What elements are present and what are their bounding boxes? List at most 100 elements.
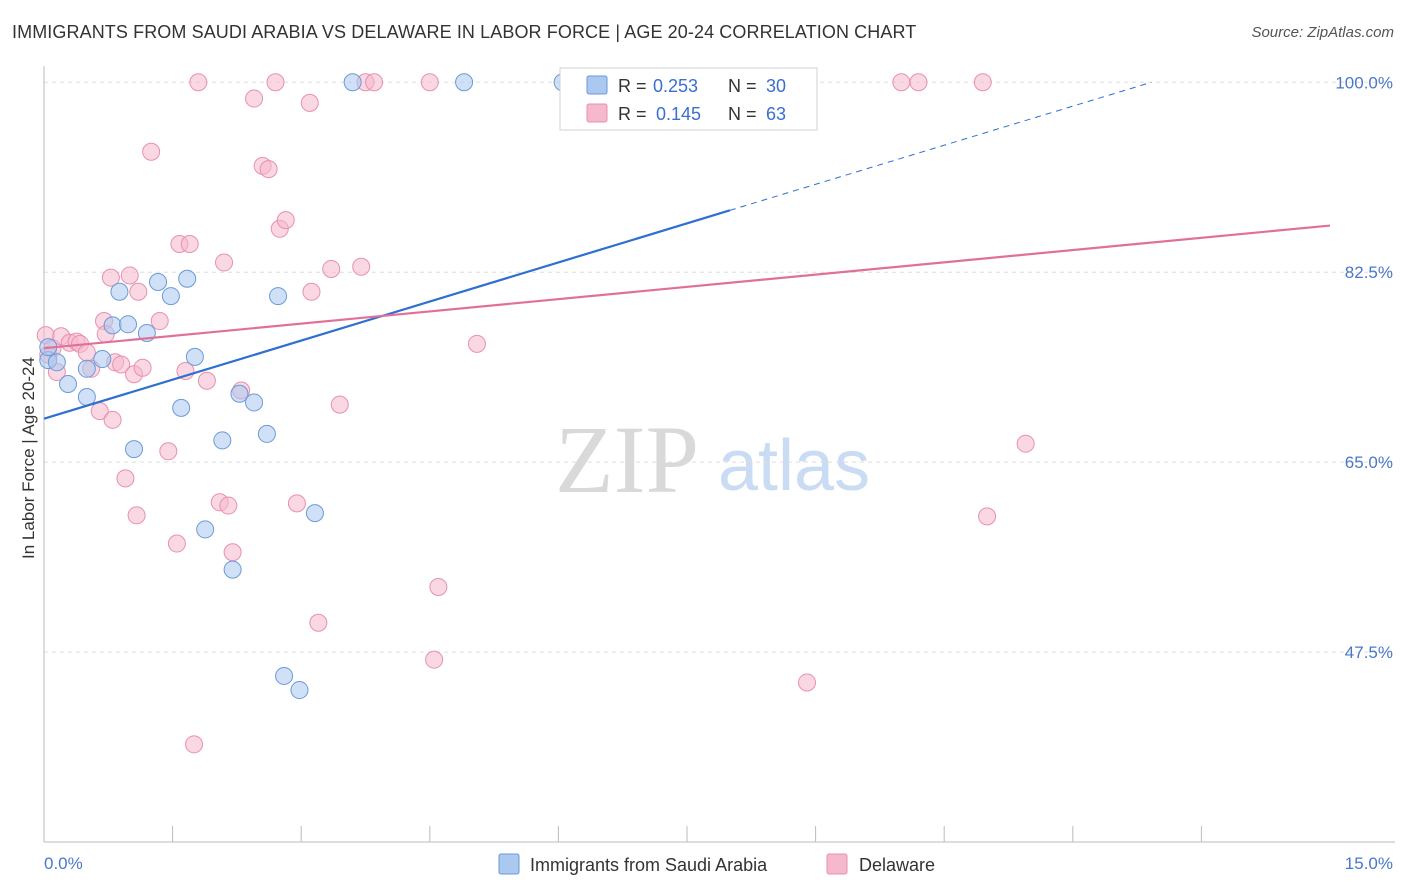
- saudi-arabia-point: [178, 269, 197, 288]
- delaware-point: [215, 253, 234, 272]
- delaware-point: [798, 673, 817, 692]
- delaware-point: [180, 234, 199, 253]
- delaware-point: [330, 395, 349, 414]
- bottom-legend-label-saudi-arabia: Immigrants from Saudi Arabia: [530, 855, 768, 875]
- saudi-arabia-point: [196, 520, 215, 539]
- delaware-point: [129, 282, 148, 301]
- delaware-point: [365, 73, 384, 92]
- delaware-trend-line: [43, 224, 1331, 350]
- delaware-point: [1016, 434, 1035, 453]
- watermark-zip: ZIP: [555, 406, 699, 513]
- series-legend: Immigrants from Saudi Arabia Delaware: [498, 853, 935, 875]
- delaware-point: [133, 358, 152, 377]
- delaware-point: [259, 160, 278, 179]
- delaware-point: [978, 507, 997, 526]
- delaware-point: [185, 735, 204, 754]
- delaware-point: [159, 442, 178, 461]
- legend-r-value: 0.145: [656, 104, 701, 124]
- stats-legend: R = 0.253 N = 30 R = 0.145 N = 63: [559, 67, 818, 131]
- delaware-point: [116, 469, 135, 488]
- delaware-point: [322, 259, 341, 278]
- delaware-point: [352, 257, 371, 276]
- y-tick-labels: 100.0% 82.5% 65.0% 47.5%: [1335, 73, 1393, 662]
- saudi-arabia-point: [77, 359, 96, 378]
- delaware-point: [142, 142, 161, 161]
- delaware-point: [287, 494, 306, 513]
- saudi-arabia-point: [59, 374, 78, 393]
- delaware-point: [892, 73, 911, 92]
- saudi-arabia-point: [161, 287, 180, 306]
- legend-r-value: 0.253: [653, 76, 698, 96]
- delaware-point: [197, 371, 216, 390]
- delaware-points: [36, 73, 1035, 754]
- x-tick-label: 0.0%: [44, 854, 83, 873]
- delaware-point: [77, 343, 96, 362]
- saudi-arabia-point: [149, 272, 168, 291]
- saudi-arabia-point: [213, 431, 232, 450]
- saudi-arabia-point: [305, 504, 324, 523]
- delaware-point: [189, 73, 208, 92]
- saudi-arabia-point: [125, 440, 144, 459]
- x-tick-labels: 0.0% 15.0%: [44, 854, 1393, 873]
- delaware-point: [909, 73, 928, 92]
- delaware-point: [309, 613, 328, 632]
- saudi-arabia-point: [245, 393, 264, 412]
- delaware-point: [420, 73, 439, 92]
- saudi-arabia-point: [110, 282, 129, 301]
- legend-n-value: 63: [766, 104, 786, 124]
- saudi-arabia-point: [185, 347, 204, 366]
- y-tick-label: 82.5%: [1345, 263, 1393, 282]
- bottom-legend-swatch-saudi-arabia: [498, 853, 520, 875]
- bottom-legend-swatch-delaware: [826, 853, 848, 875]
- axes: [43, 66, 1395, 843]
- saudi-arabia-trend-line-extension: [729, 81, 1152, 211]
- y-tick-label: 65.0%: [1345, 453, 1393, 472]
- watermark: ZIP atlas: [555, 406, 870, 513]
- saudi-arabia-point: [290, 681, 309, 700]
- watermark-atlas: atlas: [718, 426, 870, 506]
- saudi-arabia-point: [269, 287, 288, 306]
- x-tick-label: 15.0%: [1345, 854, 1393, 873]
- delaware-point: [120, 266, 139, 285]
- delaware-point: [219, 496, 238, 515]
- saudi-arabia-point: [47, 353, 66, 372]
- delaware-point: [429, 577, 448, 596]
- legend-n-label: N =: [728, 104, 757, 124]
- legend-r-label: R =: [618, 104, 647, 124]
- delaware-point: [112, 355, 131, 374]
- y-tick-label: 100.0%: [1335, 73, 1393, 92]
- saudi-arabia-points: [39, 73, 572, 700]
- legend-n-value: 30: [766, 76, 786, 96]
- delaware-point: [245, 89, 264, 108]
- saudi-arabia-point: [93, 350, 112, 369]
- saudi-arabia-point: [343, 73, 362, 92]
- saudi-arabia-point: [103, 316, 122, 335]
- saudi-arabia-point: [223, 560, 242, 579]
- delaware-point: [167, 534, 186, 553]
- delaware-point: [266, 73, 285, 92]
- saudi-arabia-point: [230, 384, 249, 403]
- delaware-point: [425, 650, 444, 669]
- bottom-legend-label-delaware: Delaware: [859, 855, 935, 875]
- delaware-point: [300, 93, 319, 112]
- delaware-point: [223, 543, 242, 562]
- legend-swatch-delaware: [586, 103, 608, 123]
- legend-n-label: N =: [728, 76, 757, 96]
- delaware-point: [101, 268, 120, 287]
- saudi-arabia-point: [455, 73, 474, 92]
- delaware-point: [150, 312, 169, 331]
- y-tick-label: 47.5%: [1345, 643, 1393, 662]
- saudi-arabia-point: [119, 315, 138, 334]
- saudi-arabia-point: [172, 398, 191, 417]
- y-axis-label: In Labor Force | Age 20-24: [19, 357, 38, 559]
- source-label: Source: ZipAtlas.com: [1251, 24, 1394, 41]
- trend-lines: [43, 81, 1331, 420]
- chart-title: IMMIGRANTS FROM SAUDI ARABIA VS DELAWARE…: [12, 22, 917, 42]
- delaware-point: [973, 73, 992, 92]
- delaware-point: [302, 282, 321, 301]
- delaware-point: [276, 211, 295, 230]
- delaware-point: [127, 506, 146, 525]
- saudi-arabia-point: [275, 666, 294, 685]
- legend-r-label: R =: [618, 76, 647, 96]
- delaware-point: [103, 410, 122, 429]
